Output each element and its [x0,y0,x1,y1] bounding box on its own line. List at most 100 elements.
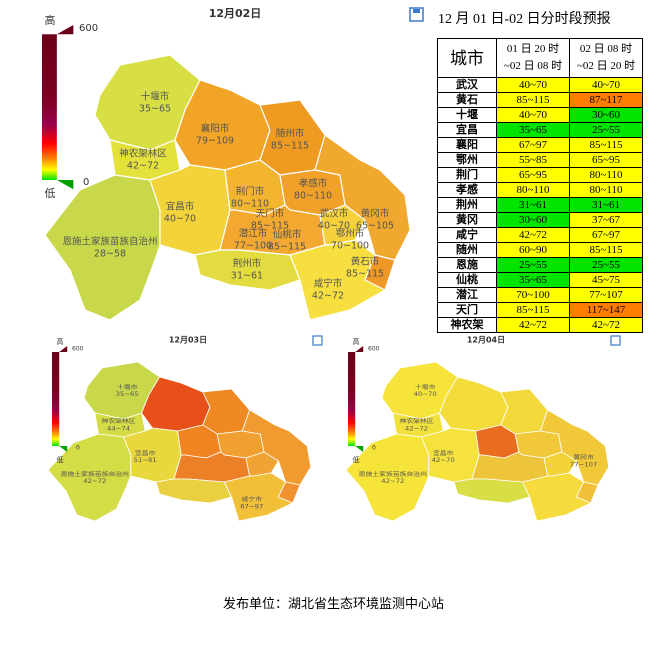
table-row: 咸宁 42~72 67~97 [437,227,643,243]
table-row: 宜昌 35~65 25~55 [437,122,643,138]
legend-low: 低 [45,187,56,200]
legend-max: 600 [368,346,380,353]
region-name: 随州市 [276,128,305,140]
city-cell: 荆门 [437,167,497,183]
legend-high: 高 [57,337,64,346]
legend-max: 600 [79,23,98,34]
region-name: 孝感市 [299,178,328,190]
region-name: 神农架林区 [119,148,167,160]
table-row: 襄阳 67~97 85~115 [437,137,643,153]
map-region [47,433,132,522]
map-region [500,388,549,435]
legend-max: 600 [72,346,84,353]
table-row: 随州 60~90 85~115 [437,242,643,258]
value-cell: 85~115 [569,137,643,153]
city-cell: 黄石 [437,92,497,108]
legend-arrow [59,446,68,452]
map-title: 12月02日 [209,7,262,20]
value-cell: 35~65 [496,272,570,288]
region-range: 70~100 [331,241,369,252]
region-name: 黄石市 [351,256,380,268]
header-cell: 城市 [437,38,497,78]
city-cell: 武汉 [437,77,497,93]
city-cell: 宜昌 [437,122,497,138]
legend-arrow [355,346,364,352]
table-row: 黄冈 30~60 37~67 [437,212,643,228]
region-range: 77~100 [234,241,272,252]
table-row: 黄石 85~115 87~117 [437,92,643,108]
city-cell: 鄂州 [437,152,497,168]
region-name: 十堰市 [141,91,170,103]
table-row: 仙桃 35~65 45~75 [437,272,643,288]
region-range: 51~81 [134,458,157,464]
legend-bar [52,352,60,446]
region-name: 咸宁市 [242,495,262,503]
region-range: 40~70 [164,214,196,225]
region-name: 鄂州市 [336,228,365,240]
legend-bar [42,34,57,180]
table-row: 荆州 31~61 31~61 [437,197,643,213]
table-row: 荆门 65~95 80~110 [437,167,643,183]
region-range: 65~105 [356,221,394,232]
header-row: 城市 01 日 20 时 ~02 日 08 时 02 日 08 时 ~02 日 20 时 [437,38,643,78]
value-cell: 30~60 [569,107,643,123]
map-region [216,430,265,459]
table-row: 天门 85~115 117~147 [437,302,643,318]
region-range: 42~70 [432,458,455,464]
region-name: 潜江市 [239,228,268,240]
city-cell: 十堰 [437,107,497,123]
header-text: ~02 日 20 时 [576,60,636,72]
legend-arrow [355,446,364,452]
region-range: 40~70 [414,392,437,398]
legend-min: 0 [372,445,376,452]
region-range: 79~109 [196,136,234,147]
region-range: 85~115 [268,242,306,253]
region-range: 80~110 [294,191,332,202]
value-cell: 55~85 [496,152,570,168]
region-name: 荆州市 [233,258,262,270]
region-name: 十堰市 [415,383,435,391]
value-cell: 30~60 [496,212,570,228]
region-name: 神农架林区 [101,417,135,425]
region-range: 80~110 [231,199,269,210]
legend-min: 0 [83,177,89,188]
save-icon[interactable] [312,335,323,346]
city-cell: 荆州 [437,197,497,213]
legend-low: 低 [353,455,360,464]
map-title: 12月04日 [467,336,505,345]
region-range: 42~72 [381,479,404,485]
city-cell: 咸宁 [437,227,497,243]
region-range: 40~70 [318,221,350,232]
table-row: 鄂州 55~85 65~95 [437,152,643,168]
region-name: 宜昌市 [433,449,453,457]
value-cell: 25~55 [496,257,570,273]
legend-arrow [59,346,68,352]
map-region [155,478,233,504]
value-cell: 40~70 [496,107,570,123]
region-range: 85~115 [251,221,289,232]
region-name: 咸宁市 [314,278,343,290]
value-cell: 65~95 [496,167,570,183]
city-cell: 襄阳 [437,137,497,153]
region-name: 荆门市 [236,186,265,198]
value-cell: 67~97 [569,227,643,243]
header-text: 01 日 20 时 [506,43,560,55]
save-icon[interactable] [610,335,621,346]
legend-bar [348,352,356,446]
region-name: 恩施土家族苗族自治州 [61,470,129,478]
save-icon[interactable] [409,7,424,22]
map-region [202,388,251,435]
table-row: 潜江 70~100 77~107 [437,287,643,303]
map-region [277,481,301,504]
region-name: 恩施土家族苗族自治州 [62,236,157,248]
region-name: 黄冈市 [361,208,390,220]
region-range: 44~74 [107,426,130,432]
aqi-map: 十堰市35~65神农架林区42~72襄阳市79~109随州市85~115宜昌市4… [44,54,411,321]
value-cell: 60~90 [496,242,570,258]
region-range: 42~72 [312,291,344,302]
value-cell: 70~100 [496,287,570,303]
value-cell: 25~55 [569,122,643,138]
value-cell: 80~110 [569,182,643,198]
